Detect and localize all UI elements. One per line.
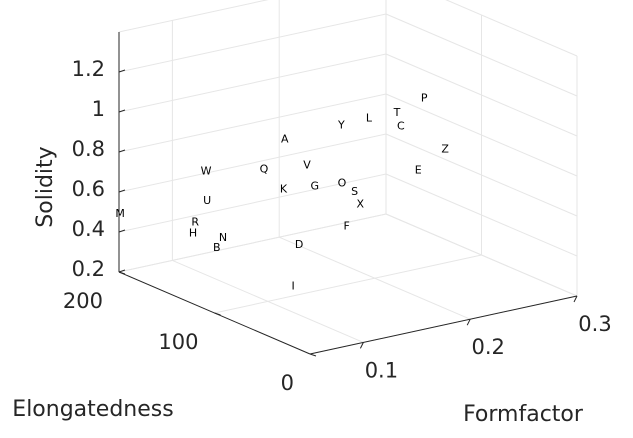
data-point-g: G (311, 179, 320, 192)
z-tick-mark (118, 189, 126, 193)
grid-line (118, 13, 387, 73)
x-tick-label: 0.1 (365, 358, 398, 382)
z-axis-label: Solidity (33, 146, 58, 227)
grid-line (385, 13, 578, 97)
grid-line (385, 133, 578, 217)
z-tick-mark (118, 69, 126, 73)
grid-line (385, 93, 578, 177)
x-tick-mark (359, 342, 364, 349)
z-tick-label: 1 (92, 97, 105, 121)
data-points: A B C D E F G H I K L M N O P Q R S T U V W X Y Z (115, 92, 449, 293)
x-axis-line (309, 295, 578, 355)
data-point-s: S (351, 185, 358, 198)
x-axis-label: Formfactor (463, 402, 584, 427)
data-point-p: P (421, 92, 428, 105)
box-edge (445, 0, 578, 57)
z-tick-label: 0.2 (72, 257, 105, 281)
data-point-o: O (338, 177, 347, 190)
x-tick-mark (466, 318, 471, 326)
data-point-v: V (303, 159, 311, 172)
axis-ticks: 0.1 0.2 0.3 0 100 200 0.2 0.4 0.6 0.8 1 1.2 (63, 57, 612, 395)
y-axis-label: Elongatedness (12, 397, 173, 422)
data-point-n: N (219, 231, 227, 244)
data-point-a: A (281, 133, 289, 146)
data-point-h: H (189, 227, 197, 240)
grid-line (118, 53, 387, 113)
box-edge (118, 0, 269, 33)
z-tick-mark (118, 149, 126, 153)
x-tick-label: 0.3 (578, 312, 611, 336)
data-point-l: L (366, 112, 373, 125)
data-point-y: Y (337, 119, 345, 132)
data-point-u: U (203, 194, 211, 207)
grid-line (214, 254, 482, 314)
y-tick-label: 0 (281, 371, 294, 395)
grid-line (118, 93, 387, 153)
z-tick-mark (118, 269, 126, 273)
grid-line (385, 53, 578, 137)
data-point-w: W (201, 164, 212, 177)
data-point-b: B (213, 241, 221, 254)
data-point-d: D (295, 238, 303, 251)
y-tick-label: 200 (63, 289, 103, 313)
z-tick-label: 0.6 (72, 177, 105, 201)
data-point-z: Z (441, 143, 449, 156)
grid-line (118, 173, 387, 233)
y-tick-mark (214, 312, 221, 316)
z-tick-label: 1.2 (72, 57, 105, 81)
data-point-k: K (280, 182, 288, 195)
data-point-f: F (343, 219, 349, 232)
grid-lines (118, 0, 578, 355)
x-tick-mark (573, 295, 578, 303)
data-point-e: E (415, 164, 422, 177)
grid-line (118, 213, 387, 273)
data-point-i: I (291, 279, 294, 292)
data-point-r: R (191, 215, 199, 228)
data-point-m: M (115, 207, 125, 220)
data-point-t: T (393, 106, 401, 119)
grid-line (385, 213, 578, 297)
x-tick-label: 0.2 (471, 335, 504, 359)
y-tick-label: 100 (158, 330, 198, 354)
z-tick-mark (118, 109, 126, 113)
grid-line (118, 133, 387, 193)
y-tick-mark (118, 271, 126, 275)
grid-line (385, 173, 578, 257)
data-point-x: X (357, 198, 365, 211)
axes-box (118, 32, 578, 355)
z-tick-label: 0.4 (72, 217, 105, 241)
z-tick-label: 0.8 (72, 137, 105, 161)
y-tick-mark (309, 353, 317, 357)
data-point-q: Q (260, 162, 269, 175)
data-point-c: C (397, 120, 405, 133)
z-tick-mark (118, 229, 126, 233)
